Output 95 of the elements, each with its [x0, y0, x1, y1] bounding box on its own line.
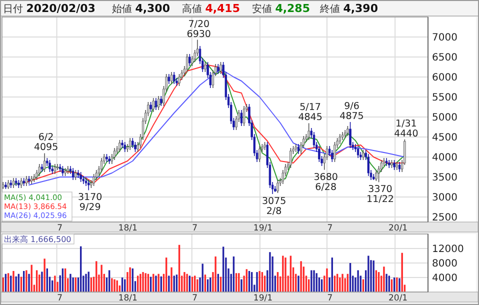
candlestick: [290, 148, 292, 168]
candlestick: [80, 172, 82, 182]
candlestick: [204, 62, 206, 72]
y-tick-label: 12000: [432, 244, 464, 256]
candlestick: [318, 146, 320, 162]
candlestick: [170, 72, 173, 84]
annotation: 9/6 4875: [340, 101, 364, 122]
annotation: 5/17 4845: [298, 102, 322, 124]
x-tick-label: 7: [192, 294, 198, 304]
x-tick-label: 18/1: [118, 294, 138, 304]
candlestick: [132, 138, 134, 148]
y-tick-label: 3500: [432, 172, 458, 184]
x-tick-label: 19/1: [253, 224, 273, 234]
y-tick-label: 7000: [432, 32, 458, 44]
annotation: 3370 11/22: [366, 184, 394, 206]
candlestick: [118, 140, 121, 152]
candlestick: [72, 168, 74, 180]
candlestick: [367, 154, 370, 176]
y-tick-label: 4000: [432, 273, 458, 284]
candlestick: [160, 96, 162, 106]
candlestick: [338, 134, 342, 144]
annotation: 3170 9/29: [78, 192, 102, 214]
y-tick-label: 2500: [432, 212, 458, 224]
y-tick-label: 4000: [432, 152, 458, 164]
candlestick: [362, 150, 364, 160]
x-tick-label: 7: [327, 294, 333, 304]
candlestick: [349, 122, 352, 148]
candlestick: [186, 54, 188, 72]
candlestick: [56, 164, 59, 170]
y-tick-label: 5500: [432, 92, 458, 104]
text: 高値 4,415: [182, 2, 240, 15]
candlestick: [220, 62, 222, 74]
candlestick: [157, 96, 160, 110]
text: 始値 4,300: [112, 2, 170, 15]
candlestick: [331, 150, 334, 162]
candlestick: [308, 122, 310, 140]
candlestick: [92, 174, 95, 186]
candlestick: [152, 98, 154, 112]
candlestick: [334, 142, 336, 162]
candlestick: [150, 102, 152, 112]
candlestick: [276, 180, 279, 194]
candlestick: [20, 178, 22, 188]
candlestick: [240, 110, 243, 126]
x-tick-label: 7: [192, 224, 198, 234]
annotation: 1/31 4440: [394, 118, 418, 140]
candlestick: [62, 166, 64, 176]
y-tick-label: 4500: [432, 132, 458, 144]
candlestick: [297, 144, 300, 154]
x-tick-label: 7: [327, 224, 333, 234]
candlestick: [88, 180, 90, 191]
candlestick: [128, 138, 132, 150]
candlestick: [188, 54, 191, 66]
text: 安値 4,285: [252, 2, 310, 15]
annotation: 3680 6/28: [314, 172, 338, 193]
candlestick: [25, 176, 28, 186]
candlestick: [74, 170, 77, 180]
candlestick: [356, 146, 360, 158]
candlestick: [168, 74, 170, 84]
annotation: 3075 2/8: [262, 196, 286, 217]
y-tick-label: 5000: [432, 112, 458, 124]
y-tick-label: 3000: [432, 192, 458, 204]
candlestick: [312, 132, 316, 148]
candlestick: [346, 126, 349, 136]
candlestick: [134, 142, 136, 152]
candlestick: [393, 160, 396, 170]
candlestick: [217, 64, 220, 74]
candlestick: [100, 158, 103, 172]
candlestick: [38, 164, 40, 176]
candlestick: [43, 152, 46, 172]
candlestick: [154, 98, 158, 110]
annotation: 7/20 6930: [186, 18, 211, 40]
candlestick: [178, 74, 180, 86]
candlestick: [54, 164, 56, 174]
candlestick: [242, 106, 246, 126]
x-tick-label: 18/1: [118, 224, 138, 234]
candlestick: [12, 178, 15, 188]
chart-title: 出来高 1,666,500: [4, 235, 72, 244]
x-tick-label: 20/1: [388, 294, 408, 304]
candlestick: [124, 142, 126, 152]
candlestick: [258, 146, 261, 162]
y-tick-label: 8000: [432, 258, 458, 270]
candlestick: [375, 170, 378, 182]
annotation: 6/2 4095: [34, 132, 58, 154]
candlestick: [113, 148, 116, 160]
y-tick-label: 6500: [432, 52, 458, 64]
x-tick-label: 20/1: [388, 224, 408, 234]
text: 終値 4,390: [319, 2, 378, 15]
candlestick: [48, 160, 51, 172]
x-tick-label: 7: [57, 294, 62, 304]
candlestick: [398, 162, 401, 172]
candlestick: [173, 72, 176, 84]
x-tick-label: 7: [57, 224, 62, 234]
text: 日付 2020/02/03: [3, 2, 96, 15]
x-tick-label: 19/1: [253, 294, 273, 304]
y-tick-label: 6000: [432, 72, 458, 84]
